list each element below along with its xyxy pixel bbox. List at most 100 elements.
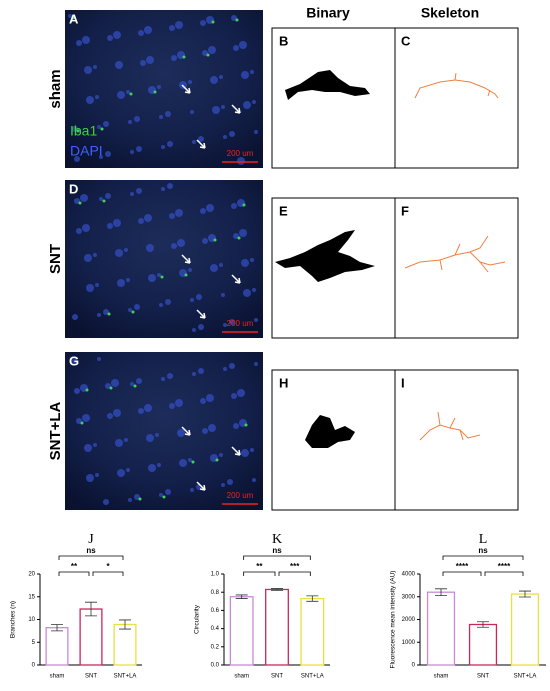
nucleus [227,479,233,485]
nucleus [208,46,216,54]
y-tick-label: 0.4 [211,626,220,632]
nucleus [223,323,227,327]
nucleus [171,55,177,61]
y-axis-label: Branches (n) [10,601,17,638]
micrograph [65,352,263,510]
column-header: Skeleton [421,5,479,21]
nucleus [74,198,80,204]
nucleus [126,90,130,94]
microglia [133,384,137,388]
nucleus [84,66,92,74]
chart-title: J [88,532,94,547]
error-bar [306,595,319,602]
microglia [211,20,215,24]
nucleus [190,298,194,302]
panel-letter: C [401,33,411,48]
x-tick-label: SNT [477,674,489,680]
nucleus [82,224,90,232]
nucleus [231,203,237,209]
nucleus [167,141,173,147]
panel-letter: A [69,11,79,26]
nucleus [219,453,223,457]
nucleus [138,218,144,224]
nucleus [254,130,258,134]
nucleus [136,146,142,152]
nucleus [229,319,235,325]
nucleus [175,399,183,407]
bar [79,608,103,666]
error-bar [519,590,531,598]
arrow [231,446,241,456]
nucleus [128,120,132,124]
arrow [181,84,191,94]
significance-bracket [243,571,276,576]
error-bar [85,601,97,617]
nucleus [192,328,196,332]
error-bar [119,619,131,630]
bar [510,593,540,666]
significance-bracket [484,571,524,576]
nucleus [76,40,82,46]
nucleus [107,35,113,41]
microglia [109,386,113,390]
y-tick-label: 4000 [402,572,416,578]
nucleus [105,193,111,199]
y-tick-label: 20 [28,572,35,578]
panel-letter: I [401,375,405,390]
skeleton-panel [394,369,519,511]
microglia [100,127,104,131]
y-tick-label: 0.6 [211,608,220,614]
nucleus [161,377,165,381]
microglia [162,495,166,499]
nucleus [188,458,192,462]
nucleus [103,309,109,315]
nucleus [254,362,258,366]
nucleus [250,448,254,452]
nucleus [175,21,183,29]
significance-label: ns [478,546,488,555]
nucleus [82,36,90,44]
nucleus [233,45,239,51]
nucleus [74,388,80,394]
nucleus [223,135,227,139]
micrograph [65,180,263,338]
microglia [235,18,239,22]
nucleus [86,96,94,104]
significance-label: **** [456,562,469,571]
significance-label: ** [256,562,263,571]
binary-cell [305,415,355,448]
bar [113,623,137,666]
nucleus [148,464,156,472]
nucleus [167,183,173,189]
significance-label: ns [272,546,282,555]
nucleus [107,223,113,229]
significance-bracket [442,571,482,576]
nucleus [239,41,247,49]
nucleus [146,56,154,64]
panel-letter: G [69,353,79,368]
nucleus [97,357,101,361]
nucleus [250,258,254,262]
nucleus [202,50,208,56]
microglia [78,201,82,205]
nucleus [146,434,154,442]
significance-bracket [278,571,311,576]
significance-label: *** [290,562,300,571]
nucleus [231,393,237,399]
bar [265,588,289,666]
microglia [85,388,89,392]
nucleus [175,209,183,217]
nucleus [105,151,111,157]
microglia [107,312,111,316]
nucleus [221,293,225,297]
y-axis-label: Circularity [194,604,201,634]
nucleus [82,414,90,422]
significance-label: * [106,562,110,571]
nucleus [169,403,175,409]
y-tick-label: 0 [32,663,36,669]
nucleus [210,76,218,84]
arrow [231,274,241,284]
nucleus [107,413,113,419]
panel-letter: D [69,181,78,196]
